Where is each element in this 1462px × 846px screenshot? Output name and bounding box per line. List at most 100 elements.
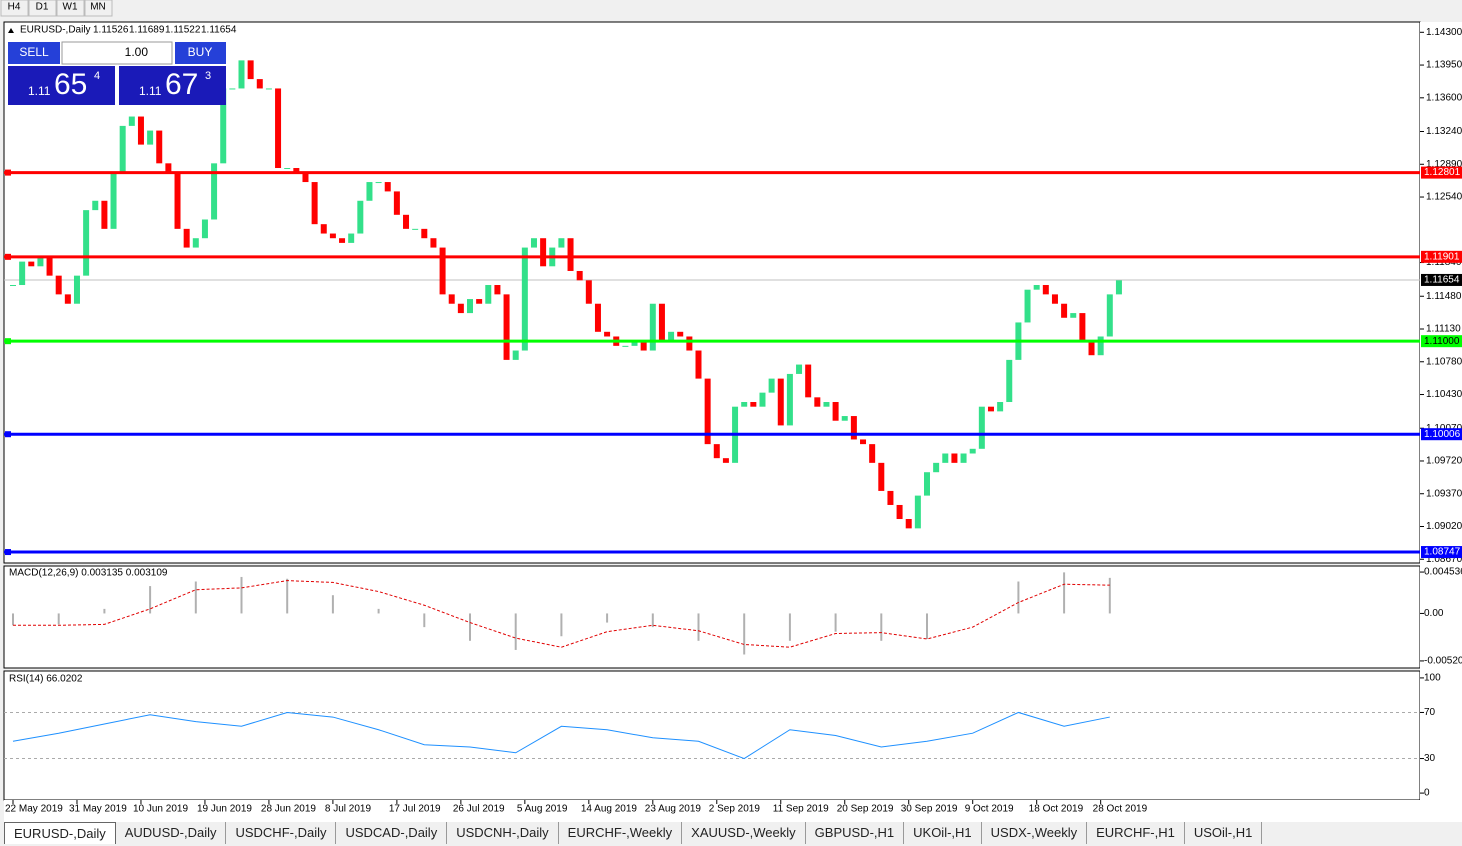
candle — [814, 397, 821, 407]
x-tick-label: 31 May 2019 — [69, 804, 127, 815]
rsi-title: RSI(14) 66.0202 — [9, 674, 83, 685]
lots-value[interactable]: 1.00 — [125, 45, 149, 59]
period-label[interactable]: W1 — [63, 2, 78, 13]
candle — [777, 378, 784, 426]
candle — [1079, 313, 1086, 342]
y-tick-label: -0.005205 — [1424, 656, 1462, 667]
chart-tab[interactable]: EURUSD-,Daily — [4, 822, 116, 844]
header-ohlc: 1.11689 — [129, 25, 165, 36]
x-tick-label: 26 Jul 2019 — [453, 804, 505, 815]
candle — [101, 200, 108, 229]
candle — [265, 88, 272, 90]
candle — [1115, 280, 1122, 295]
period-button[interactable] — [0, 0, 29, 17]
buy-label[interactable]: BUY — [188, 45, 213, 59]
level-box — [1421, 166, 1462, 179]
chart-tab[interactable]: AUDUSD-,Daily — [116, 822, 227, 844]
candle — [83, 210, 90, 276]
chart-tab[interactable]: UKOil-,H1 — [904, 822, 982, 844]
candle — [211, 163, 218, 220]
price-axis — [1420, 22, 1462, 800]
ask-box[interactable] — [119, 66, 226, 105]
candle — [384, 182, 391, 192]
candle — [1097, 336, 1104, 356]
level-handle[interactable] — [5, 253, 11, 260]
level-handle[interactable] — [5, 338, 11, 345]
ask-big: 1.11 — [139, 84, 162, 98]
period-button[interactable] — [84, 0, 113, 17]
candle — [722, 458, 729, 463]
candle — [841, 416, 848, 421]
period-label[interactable]: MN — [90, 2, 106, 13]
buy-button[interactable] — [175, 42, 226, 64]
candle — [677, 331, 684, 337]
candle — [704, 378, 711, 445]
period-button[interactable] — [56, 0, 85, 17]
candle — [320, 224, 327, 234]
y-tick-label: 0.004536 — [1424, 567, 1462, 578]
header-symbol: EURUSD-,Daily — [20, 25, 91, 36]
candle — [238, 60, 245, 89]
y-tick-label: 1.11130 — [1426, 324, 1461, 335]
chart-tab[interactable]: XAUUSD-,Weekly — [682, 822, 806, 844]
candle — [640, 341, 647, 351]
candle — [348, 233, 355, 243]
lots-input[interactable] — [61, 41, 173, 65]
candle — [695, 350, 702, 379]
x-tick-label: 9 Oct 2019 — [965, 804, 1014, 815]
candle — [713, 444, 720, 459]
sell-label[interactable]: SELL — [19, 45, 49, 59]
candle — [329, 233, 336, 239]
candle — [512, 350, 519, 360]
level-handle[interactable] — [5, 431, 11, 438]
candle — [741, 402, 748, 407]
candle — [503, 294, 510, 360]
candle — [576, 270, 583, 281]
current-price-label: 1.11654 — [1424, 275, 1460, 286]
chart-tab[interactable]: USOil-,H1 — [1185, 822, 1263, 844]
sell-button[interactable] — [8, 42, 60, 64]
chart-tab[interactable]: USDCAD-,Daily — [336, 822, 448, 844]
candle — [137, 116, 144, 145]
candle — [357, 200, 364, 234]
candle — [869, 444, 876, 463]
y-tick-label: 1.09720 — [1426, 456, 1462, 467]
candle — [165, 163, 172, 173]
x-tick-label: 2 Sep 2019 — [709, 804, 761, 815]
period-label[interactable]: H4 — [8, 2, 21, 13]
candle — [147, 130, 154, 145]
candle — [668, 331, 675, 342]
period-label[interactable]: D1 — [36, 2, 49, 13]
candle — [759, 392, 766, 407]
level-handle[interactable] — [5, 169, 11, 176]
x-tick-label: 18 Oct 2019 — [1029, 804, 1084, 815]
candle — [119, 125, 126, 173]
chart-tab[interactable]: GBPUSD-,H1 — [806, 822, 905, 844]
header-ohlc: 1.11526 — [93, 25, 129, 36]
bid-box[interactable] — [8, 66, 115, 105]
candle — [1024, 289, 1031, 323]
y-tick-label: 1.13240 — [1426, 126, 1462, 137]
candle — [924, 472, 930, 496]
level-handle[interactable] — [5, 549, 11, 556]
chart-tab[interactable]: USDX-,Weekly — [982, 822, 1088, 844]
chart-tab[interactable]: EURCHF-,H1 — [1087, 822, 1185, 844]
candle — [594, 303, 601, 332]
candle — [914, 495, 921, 529]
chart-tab[interactable]: EURCHF-,Weekly — [559, 822, 683, 844]
candle — [850, 416, 857, 440]
chart-tab[interactable]: USDCHF-,Daily — [226, 822, 337, 844]
current-price-box — [1421, 273, 1462, 286]
x-tick-label: 17 Jul 2019 — [389, 804, 441, 815]
candle — [28, 261, 35, 267]
y-tick-label: 1.10430 — [1426, 389, 1462, 400]
candle — [275, 88, 282, 169]
candle — [174, 172, 181, 229]
x-tick-label: 28 Jun 2019 — [261, 804, 316, 815]
period-button[interactable] — [28, 0, 57, 17]
candle — [622, 345, 629, 347]
candle — [220, 88, 227, 164]
ask-frac: 3 — [205, 70, 211, 82]
chart-tab[interactable]: USDCNH-,Daily — [447, 822, 559, 844]
